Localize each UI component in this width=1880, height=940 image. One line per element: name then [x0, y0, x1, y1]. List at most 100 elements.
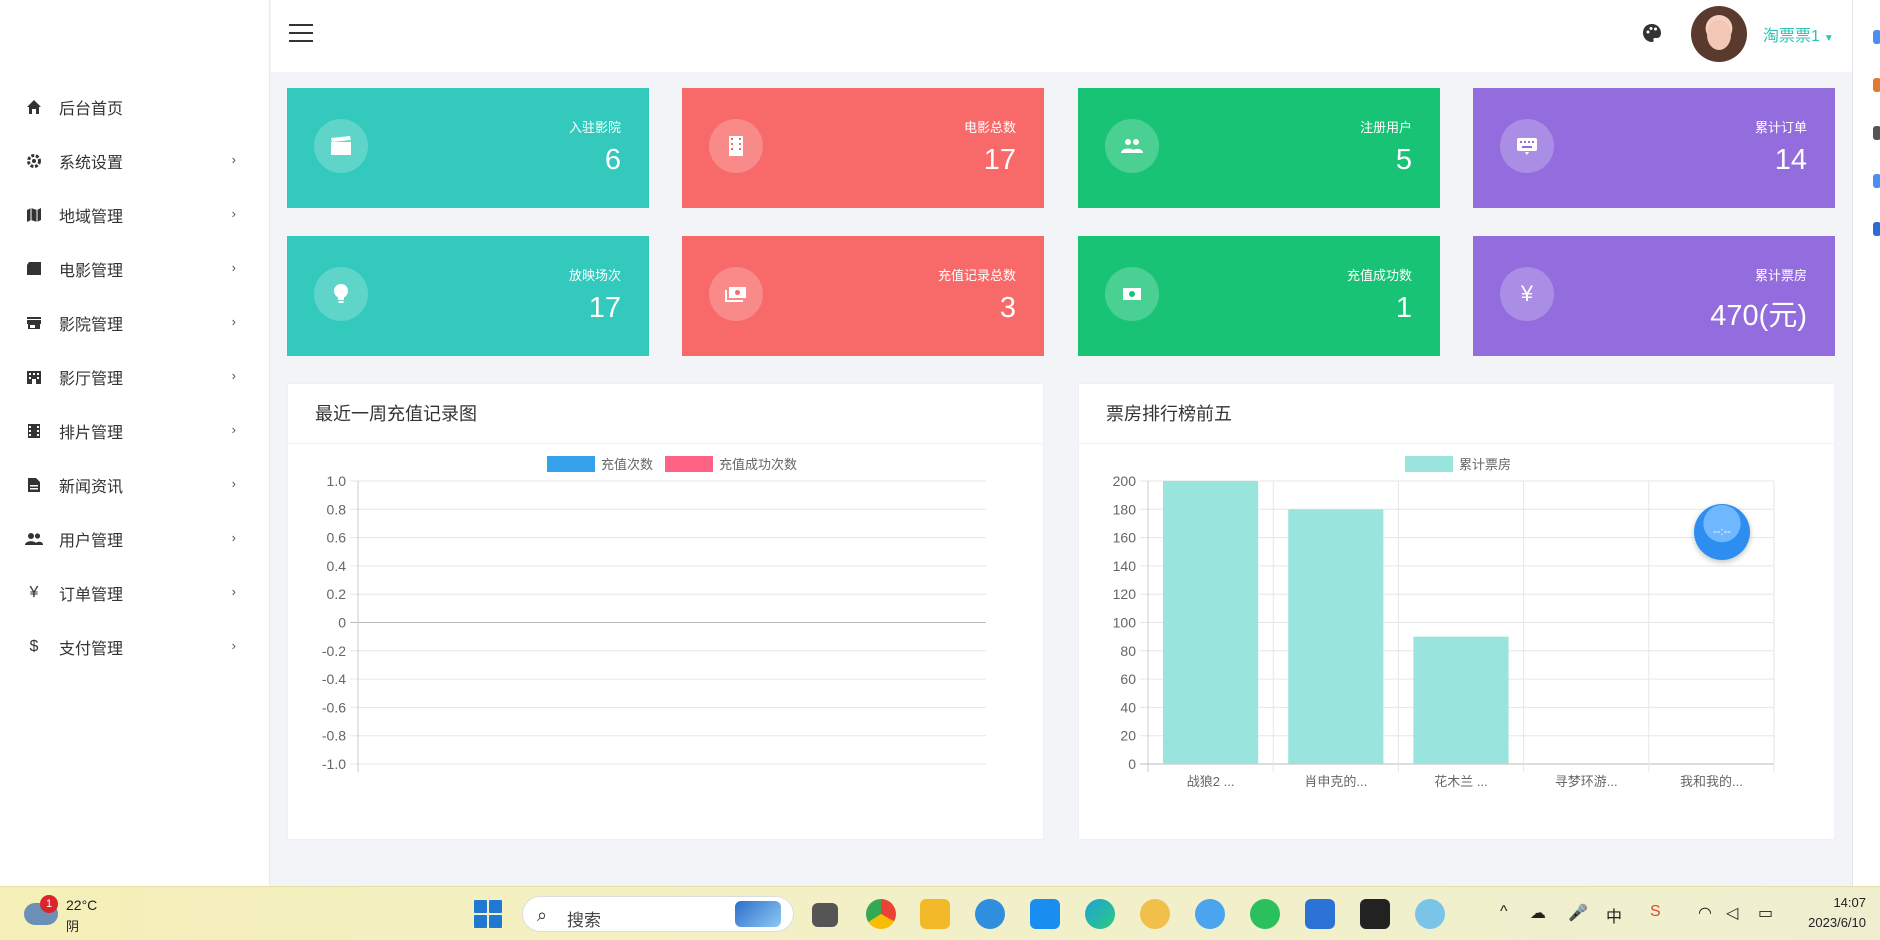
stat-card-recharge-success[interactable]: 充值成功数 1 — [1078, 236, 1440, 356]
recharge-chart: 充值次数 充值成功次数 1.0 0.8 0.6 0.4 0.2 0 -0.2 -0.4 -0.6 -0… — [322, 456, 986, 772]
menu-toggle-icon[interactable] — [289, 24, 313, 44]
news-icon — [24, 475, 44, 495]
notepad-icon[interactable] — [1305, 899, 1335, 929]
sidebar-item-label: 地域管理 — [59, 209, 124, 226]
sidebar-item-label: 影厅管理 — [59, 371, 124, 388]
wifi-icon[interactable]: ◠ — [1698, 905, 1712, 922]
sidebar-item-label: 用户管理 — [59, 533, 124, 550]
edge-dev-icon[interactable] — [975, 899, 1005, 929]
recharge-chart-panel: 最近一周充值记录图 充值次数 充值成功次数 1.0 0.8 0.6 0.4 0.2 0 -0.2… — [287, 383, 1044, 840]
sidebar-item-payments[interactable]: $ 支付管理 › — [0, 620, 270, 674]
y-tick-label: 160 — [1113, 530, 1137, 546]
sidebar-item-cinemas[interactable]: 影院管理 › — [0, 296, 270, 350]
clock[interactable]: 14:07 2023/6/10 — [1796, 893, 1866, 933]
stat-card-box-office[interactable]: ¥ 累计票房 470(元) — [1473, 236, 1835, 356]
floating-widget[interactable]: --:-- — [1694, 504, 1750, 560]
sidebar: 后台首页 系统设置 › 地域管理 › 电影管理 › — [0, 0, 270, 886]
film-reel-icon — [709, 119, 763, 173]
y-tick-label: 60 — [1120, 671, 1136, 687]
stat-card-users[interactable]: 注册用户 5 — [1078, 88, 1440, 208]
date: 2023/6/10 — [1808, 915, 1866, 930]
sidebar-item-label: 新闻资讯 — [59, 479, 124, 496]
y-tick-label: 0 — [1128, 756, 1136, 772]
stat-card-cinemas[interactable]: 入驻影院 6 — [287, 88, 649, 208]
wechat-icon[interactable] — [1250, 899, 1280, 929]
ime-indicator[interactable]: 中 — [1606, 909, 1623, 926]
sidebar-item-label: 影院管理 — [59, 317, 124, 334]
palette-icon[interactable] — [1641, 22, 1663, 44]
temperature: 22°C — [66, 897, 98, 913]
search-highlight-icon — [735, 901, 781, 927]
y-tick-label: 0.4 — [327, 558, 347, 574]
chrome-icon[interactable] — [866, 899, 896, 929]
app-network-icon[interactable] — [1415, 899, 1445, 929]
tool-icon[interactable] — [1873, 174, 1880, 188]
boxoffice-chart-panel: 票房排行榜前五 累计票房 200 180 160 140 120 100 80 60 40 20 0 战… — [1078, 383, 1835, 840]
taskbar: 1 22°C 阴 ⌕ 搜索 ^ ☁ 🎤 中 S ◠ ◁ ▭ 14:07 2023… — [0, 886, 1880, 940]
sidebar-item-orders[interactable]: ¥ 订单管理 › — [0, 566, 270, 620]
stat-card-movies[interactable]: 电影总数 17 — [682, 88, 1044, 208]
y-tick-label: 0.2 — [327, 586, 347, 602]
tool-icon[interactable] — [1873, 126, 1880, 140]
sidebar-item-label: 订单管理 — [59, 587, 124, 604]
taskbar-search[interactable]: ⌕ 搜索 — [522, 896, 794, 932]
stat-card-screenings[interactable]: 放映场次 17 — [287, 236, 649, 356]
intellij-icon[interactable] — [1360, 899, 1390, 929]
sidebar-item-news[interactable]: 新闻资讯 › — [0, 458, 270, 512]
user-menu[interactable]: 淘票票1 ▼ — [1763, 22, 1834, 46]
keyboard-icon — [1500, 119, 1554, 173]
sidebar-item-region[interactable]: 地域管理 › — [0, 188, 270, 242]
chevron-right-icon: › — [231, 530, 236, 545]
chevron-up-icon[interactable]: ^ — [1500, 903, 1508, 920]
sidebar-item-movies[interactable]: 电影管理 › — [0, 242, 270, 296]
stat-card-orders[interactable]: 累计订单 14 — [1473, 88, 1835, 208]
stat-label: 注册用户 — [1359, 120, 1412, 135]
tool-icon[interactable] — [1873, 222, 1880, 236]
map-icon — [24, 205, 44, 225]
x-tick-label: 肖申克的... — [1304, 774, 1367, 789]
app-s-icon[interactable]: S — [1650, 903, 1661, 920]
weather-widget[interactable]: 1 22°C 阴 — [24, 895, 144, 934]
onedrive-icon[interactable]: ☁ — [1530, 905, 1546, 922]
edge-icon[interactable] — [1085, 899, 1115, 929]
avatar[interactable] — [1691, 6, 1747, 62]
sidebar-item-label: 电影管理 — [59, 263, 124, 280]
legend-swatch — [665, 456, 713, 472]
legend-label: 充值成功次数 — [719, 457, 797, 472]
task-view-icon[interactable] — [812, 903, 838, 927]
app-flower-icon[interactable] — [1140, 899, 1170, 929]
windows-start-icon[interactable] — [474, 900, 502, 928]
username: 淘票票1 — [1763, 28, 1820, 45]
sidebar-item-label: 后台首页 — [59, 101, 124, 118]
y-tick-label: -0.2 — [322, 643, 346, 659]
film-icon — [24, 259, 44, 279]
sidebar-item-dashboard[interactable]: 后台首页 — [0, 80, 270, 134]
stat-label: 充值成功数 — [1346, 268, 1412, 283]
sidebar-item-halls[interactable]: 影厅管理 › — [0, 350, 270, 404]
app-u-icon[interactable] — [1030, 899, 1060, 929]
money-stack-icon — [709, 267, 763, 321]
chevron-right-icon: › — [231, 368, 236, 383]
chevron-right-icon: › — [231, 314, 236, 329]
volume-icon[interactable]: ◁ — [1726, 905, 1739, 922]
file-explorer-icon[interactable] — [920, 899, 950, 929]
users-icon — [1105, 119, 1159, 173]
building-icon — [24, 367, 44, 387]
stat-value: 1 — [1395, 292, 1412, 324]
money-icon — [1105, 267, 1159, 321]
stat-card-recharge-records[interactable]: 充值记录总数 3 — [682, 236, 1044, 356]
x-tick-label: 寻梦环游... — [1555, 774, 1618, 789]
dollar-icon: $ — [29, 638, 39, 655]
sidebar-item-schedule[interactable]: 排片管理 › — [0, 404, 270, 458]
baidu-netdisk-icon[interactable] — [1195, 899, 1225, 929]
weather-condition: 阴 — [66, 919, 80, 934]
stat-label: 入驻影院 — [568, 120, 621, 135]
tool-icon[interactable] — [1873, 78, 1880, 92]
gear-icon — [24, 151, 44, 171]
microphone-icon[interactable]: 🎤 — [1568, 905, 1588, 922]
sidebar-item-users[interactable]: 用户管理 › — [0, 512, 270, 566]
sidebar-item-system-settings[interactable]: 系统设置 › — [0, 134, 270, 188]
battery-icon[interactable]: ▭ — [1758, 905, 1774, 922]
tool-icon[interactable] — [1873, 30, 1880, 44]
legend-label: 累计票房 — [1459, 457, 1511, 472]
